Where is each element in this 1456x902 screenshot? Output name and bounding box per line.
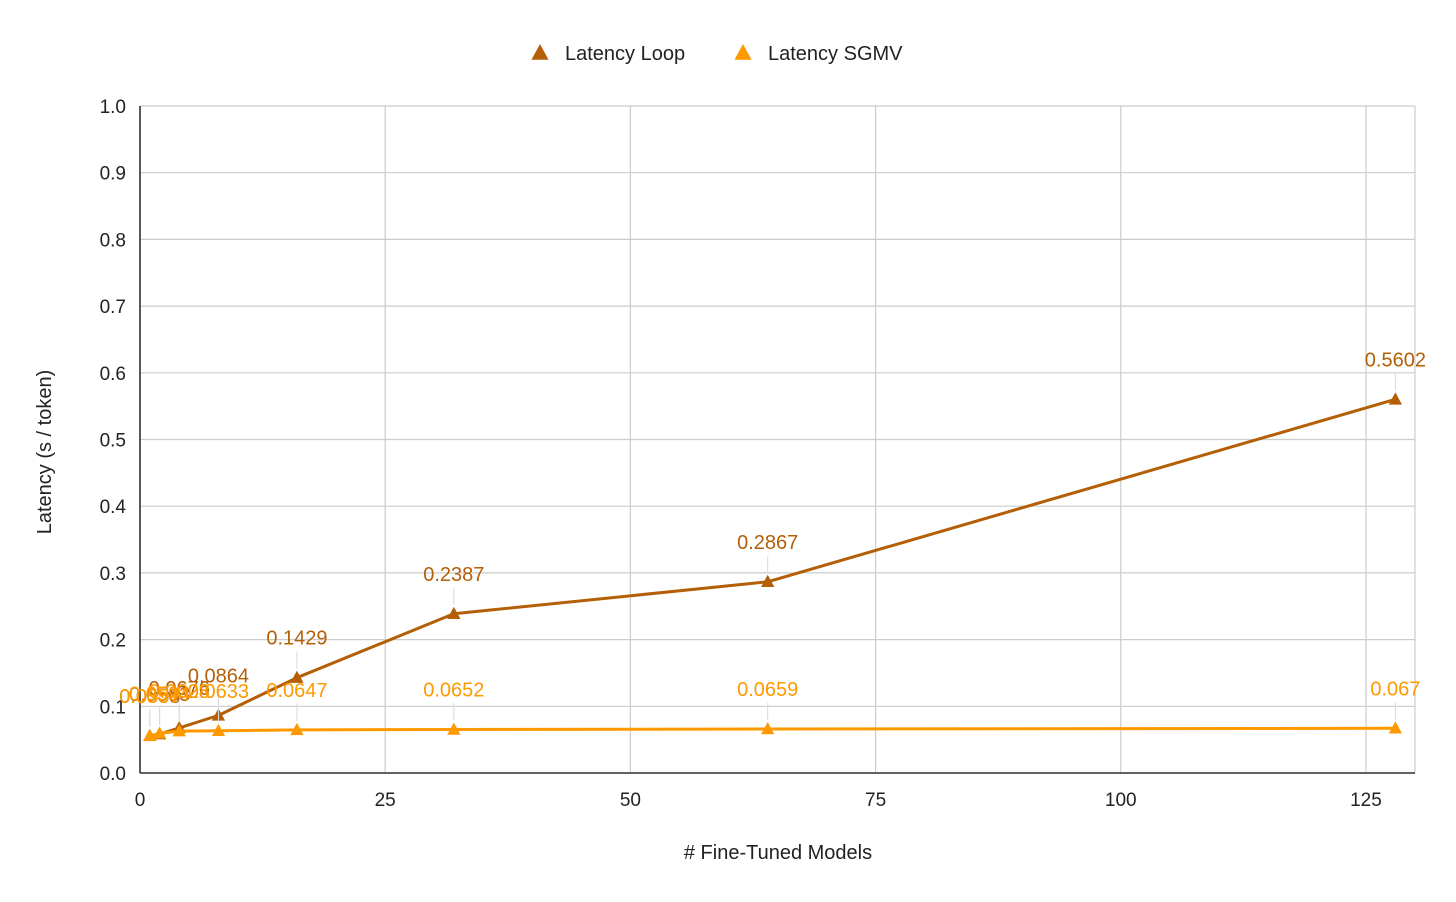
data-label-latency-loop: 0.5602 [1365,349,1426,371]
y-tick-label: 0.4 [100,497,127,518]
data-point-latency-sgmv [447,722,461,735]
data-point-latency-sgmv [211,723,226,737]
data-label-latency-sgmv: 0.0557 [119,686,180,708]
data-label-latency-sgmv: 0.0633 [188,681,249,703]
y-tick-label: 0.8 [100,230,126,251]
data-label-latency-loop: 0.0583 [129,684,190,706]
y-tick-label: 0.2 [100,631,126,652]
y-tick-label: 0.5 [100,431,126,452]
y-axis-title: Latency (s / token) [34,370,56,535]
data-point-latency-sgmv [172,724,186,737]
y-tick-label: 0.1 [100,697,126,718]
data-label-latency-loop: 0.0676 [149,678,210,700]
legend-label-latency-loop: Latency Loop [565,43,685,65]
y-tick-label: 0.3 [100,564,126,585]
data-point-latency-loop [761,574,775,588]
x-tick-label: 0 [135,790,146,811]
data-point-latency-sgmv [1388,721,1403,734]
data-label-latency-loop: 0.0558 [119,686,180,708]
legend: Latency Loop Latency SGMV [531,43,903,65]
series-lines [143,392,1403,742]
data-point-latency-loop [447,606,461,620]
y-tick-label: 0.0 [100,764,126,785]
data-label-latency-loop: 0.0864 [188,665,249,687]
data-point-latency-sgmv [290,722,304,736]
y-tick-label: 0.7 [100,297,126,318]
data-label-latency-sgmv: 0.0659 [737,679,798,701]
data-label-latency-loop: 0.1429 [266,628,327,650]
data-point-latency-loop [1388,392,1403,405]
legend-marker-latency-sgmv [734,44,752,60]
data-point-latency-sgmv [152,726,167,739]
x-tick-label: 100 [1105,790,1137,811]
x-tick-label: 125 [1350,790,1382,811]
legend-label-latency-sgmv: Latency SGMV [768,43,903,65]
x-tick-label: 25 [375,790,396,811]
axis-ticks: 0.0 0.1 0.2 0.3 0.4 0.5 0.6 0.7 0.8 0.9 1.0 0 25 50 75… [100,97,1382,811]
data-label-latency-sgmv: 0.067 [1370,678,1420,700]
x-tick-label: 50 [620,790,641,811]
y-tick-label: 1.0 [100,97,126,118]
data-label-latency-sgmv: 0.0652 [423,680,484,702]
legend-marker-latency-loop [531,44,549,60]
data-point-latency-sgmv [143,728,157,742]
data-label-latency-loop: 0.2387 [423,564,484,586]
data-label-latency-sgmv: 0.0594 [129,683,190,705]
data-label-latency-sgmv: 0.0628 [149,681,210,703]
x-tick-label: 75 [865,790,886,811]
data-label-latency-loop: 0.2867 [737,532,798,554]
y-tick-label: 0.6 [100,364,126,385]
x-axis-title: # Fine-Tuned Models [684,842,872,864]
y-tick-label: 0.9 [100,164,126,185]
grid-lines [139,105,1416,774]
data-label-latency-sgmv: 0.0647 [266,680,327,702]
data-point-latency-sgmv [761,722,775,735]
data-point-latency-loop [290,670,304,683]
